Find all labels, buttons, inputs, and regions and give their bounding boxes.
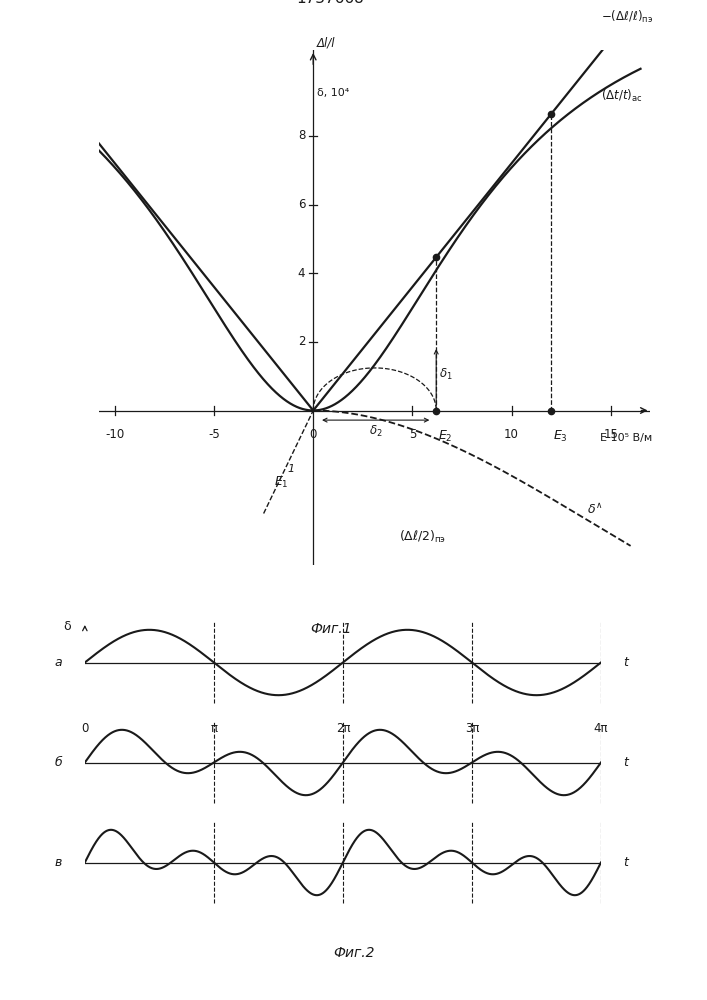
- Text: 4π: 4π: [594, 722, 608, 735]
- Text: 3π: 3π: [464, 722, 479, 735]
- Text: а: а: [54, 656, 62, 669]
- Text: 1: 1: [288, 464, 295, 474]
- Text: $(\Delta\ell/2)_{\mathsf{п\mathsf{э}}}$: $(\Delta\ell/2)_{\mathsf{п\mathsf{э}}}$: [399, 529, 446, 545]
- Text: $E_1$: $E_1$: [274, 475, 288, 490]
- Text: Δl/l: Δl/l: [317, 37, 336, 50]
- Text: -10: -10: [105, 428, 124, 441]
- Text: E·10⁵ В/м: E·10⁵ В/м: [600, 433, 653, 443]
- Text: $(\Delta t/t)_{\mathsf{а\mathsf{с}}}$: $(\Delta t/t)_{\mathsf{а\mathsf{с}}}$: [601, 88, 643, 104]
- Text: 2: 2: [298, 335, 305, 348]
- Text: б: б: [54, 756, 62, 769]
- Text: δ, 10⁴: δ, 10⁴: [317, 88, 349, 98]
- Text: $\delta_2$: $\delta_2$: [369, 424, 382, 439]
- Text: 4: 4: [298, 267, 305, 280]
- Text: $E_3$: $E_3$: [554, 429, 568, 444]
- Text: 6: 6: [298, 198, 305, 211]
- Text: δ: δ: [63, 620, 71, 633]
- Text: t: t: [624, 656, 629, 669]
- Text: 0: 0: [81, 722, 88, 735]
- Text: 1737668: 1737668: [297, 0, 365, 6]
- Text: $E_2$: $E_2$: [438, 429, 452, 444]
- Text: 15: 15: [603, 428, 618, 441]
- Text: t: t: [624, 756, 629, 769]
- Text: $-(\Delta\ell/\ell)_{\mathsf{п\mathsf{э}}}$: $-(\Delta\ell/\ell)_{\mathsf{п\mathsf{э}…: [601, 8, 653, 25]
- Text: $\delta_1$: $\delta_1$: [439, 367, 453, 382]
- Text: Фиг.1: Фиг.1: [310, 622, 351, 636]
- Text: 10: 10: [504, 428, 519, 441]
- Text: -5: -5: [208, 428, 220, 441]
- Text: 2π: 2π: [336, 722, 350, 735]
- Text: $\delta^{\mathsf{\wedge}}$: $\delta^{\mathsf{\wedge}}$: [587, 502, 603, 516]
- Text: 0: 0: [310, 428, 317, 441]
- Text: в: в: [55, 856, 62, 869]
- Text: 5: 5: [409, 428, 416, 441]
- Text: 8: 8: [298, 129, 305, 142]
- Text: t: t: [624, 856, 629, 869]
- Text: Фиг.2: Фиг.2: [333, 946, 374, 960]
- Text: π: π: [211, 722, 217, 735]
